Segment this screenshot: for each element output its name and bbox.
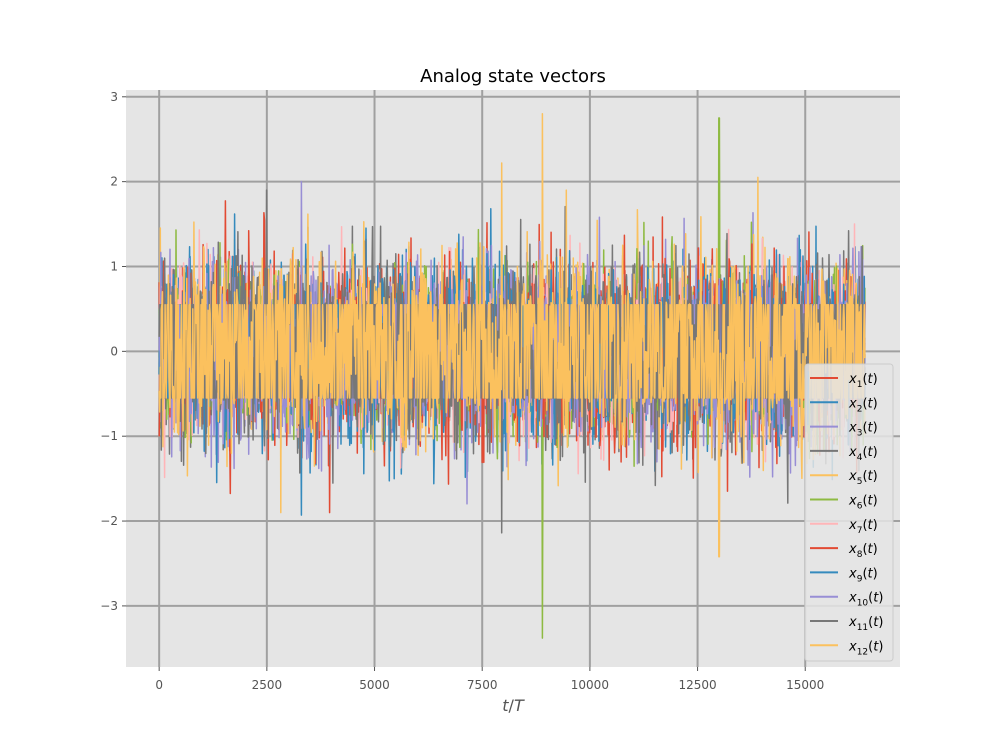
x-tick-labels: 0 2500 5000 7500 10000 12500 15000: [155, 667, 824, 692]
legend-label-12: x12(t): [848, 639, 883, 657]
legend: x1(t) x2(t) x3(t) x4(t) x5(t) x6(t) x7(t) x8(t)…: [804, 363, 894, 662]
x-tick-label: 0: [155, 678, 163, 692]
legend-label-5: x5(t): [848, 469, 878, 487]
y-tick-label: −3: [100, 599, 118, 613]
chart-title: Analog state vectors: [420, 66, 606, 87]
legend-label-1: x1(t): [848, 372, 878, 390]
x-tick-label: 5000: [359, 678, 390, 692]
legend-label-11: x11(t): [848, 615, 883, 633]
x-axis-label: t/T: [502, 696, 525, 715]
series-lines: [158, 113, 866, 639]
y-tick-label: 2: [110, 175, 118, 189]
y-tick-label: −1: [100, 429, 118, 443]
y-tick-label: 3: [110, 90, 118, 104]
legend-label-4: x4(t): [848, 445, 878, 463]
y-tick-label: 1: [110, 259, 118, 273]
legend-label-6: x6(t): [848, 494, 878, 512]
y-tick-label: −2: [100, 514, 118, 528]
series-line-12: [158, 113, 866, 558]
x-tick-label: 10000: [571, 678, 609, 692]
x-tick-label: 2500: [252, 678, 283, 692]
legend-label-10: x10(t): [848, 591, 883, 609]
x-tick-label: 12500: [678, 678, 716, 692]
legend-label-9: x9(t): [848, 566, 878, 584]
y-tick-label: 0: [110, 344, 118, 358]
legend-frame: [804, 363, 894, 662]
x-tick-label: 15000: [786, 678, 824, 692]
legend-label-8: x8(t): [848, 542, 878, 560]
legend-label-7: x7(t): [848, 518, 878, 536]
y-tick-labels: −3 −2 −1 0 1 2 3: [100, 90, 126, 613]
x-tick-label: 7500: [467, 678, 498, 692]
legend-label-3: x3(t): [848, 421, 878, 439]
legend-label-2: x2(t): [848, 396, 878, 414]
